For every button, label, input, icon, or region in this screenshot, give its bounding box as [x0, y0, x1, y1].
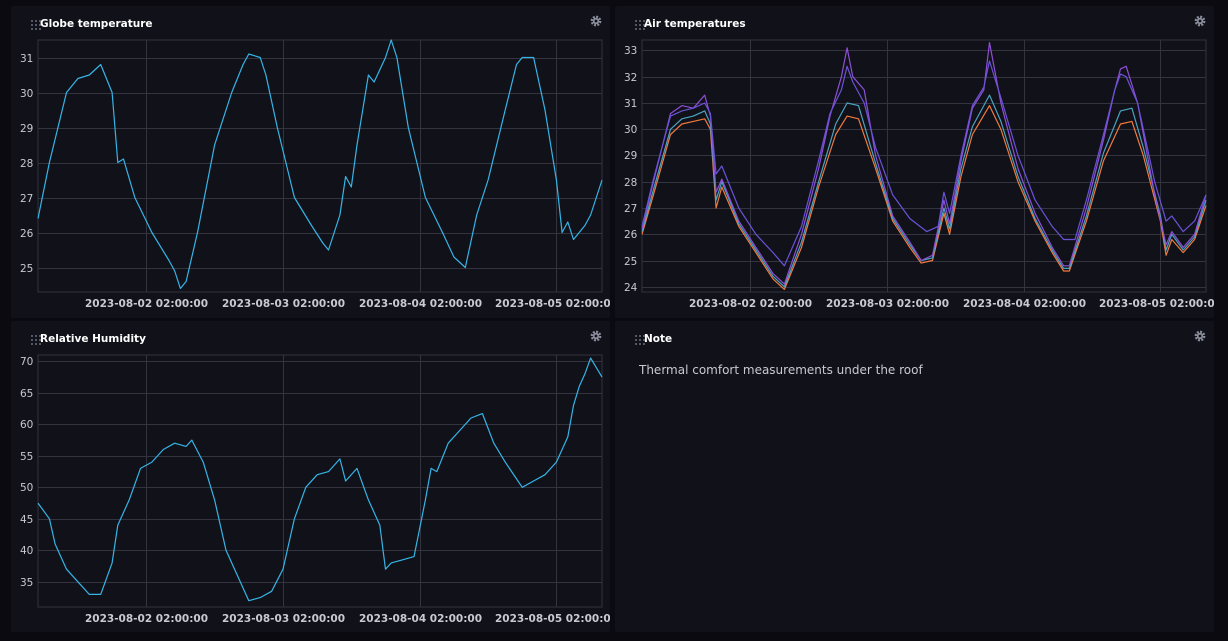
- drag-handle-icon[interactable]: [635, 335, 645, 345]
- gear-icon[interactable]: [1194, 330, 1206, 342]
- y-tick-label: 35: [20, 577, 33, 589]
- x-tick-label: 2023-08-02 02:00:00: [85, 613, 208, 625]
- y-tick-label: 31: [20, 53, 33, 65]
- cell-note: Note Thermal comfort measurements under …: [615, 321, 1214, 632]
- x-tick-label: 2023-08-03 02:00:00: [222, 613, 345, 625]
- x-tick-label: 2023-08-05 02:00:00: [495, 613, 610, 625]
- series-line: [641, 94, 1207, 288]
- series-line: [641, 105, 1207, 290]
- cell-globe-temperature: Globe temperature 25 26 27 28 29 30 31 2023-08-…: [11, 6, 610, 318]
- y-tick-label: 70: [20, 356, 33, 368]
- y-tick-label: 33: [624, 45, 637, 57]
- gear-icon[interactable]: [1194, 15, 1206, 27]
- y-tick-label: 26: [20, 228, 34, 240]
- gear-icon[interactable]: [590, 330, 602, 342]
- drag-handle-icon[interactable]: [31, 335, 41, 345]
- y-tick-label: 32: [624, 72, 637, 84]
- y-tick-label: 25: [20, 263, 33, 275]
- series-line: [37, 39, 603, 290]
- y-tick-label: 31: [624, 98, 637, 110]
- x-tick-label: 2023-08-02 02:00:00: [85, 298, 208, 310]
- y-tick-label: 29: [624, 150, 637, 162]
- y-tick-label: 28: [624, 177, 637, 189]
- x-tick-label: 2023-08-05 02:00:00: [495, 298, 610, 310]
- plot-frame: [37, 39, 603, 293]
- y-tick-label: 25: [624, 256, 637, 268]
- series-line: [641, 42, 1207, 285]
- cell-title: Note: [644, 333, 673, 345]
- y-tick-label: 30: [624, 124, 637, 136]
- note-text: Thermal comfort measurements under the r…: [639, 363, 923, 377]
- drag-handle-icon[interactable]: [31, 20, 41, 30]
- drag-handle-icon[interactable]: [635, 20, 645, 30]
- chart-globe-temperature: 25 26 27 28 29 30 31 2023-08-02 02:00:00 2023-08…: [20, 39, 610, 310]
- cell-title: Air temperatures: [644, 18, 746, 30]
- y-tick-label: 29: [20, 123, 33, 135]
- x-tick-label: 2023-08-02 02:00:00: [689, 298, 812, 310]
- y-tick-label: 26: [624, 229, 638, 241]
- y-tick-label: 27: [20, 193, 33, 205]
- cell-header[interactable]: Globe temperature: [11, 6, 610, 36]
- y-tick-label: 65: [20, 388, 33, 400]
- y-tick-label: 30: [20, 88, 33, 100]
- x-tick-label: 2023-08-04 02:00:00: [963, 298, 1086, 310]
- gear-icon[interactable]: [590, 15, 602, 27]
- chart-relative-humidity: 35 40 45 50 55 60 65 70 2023-08-02 02:00:00 2023-…: [20, 354, 610, 625]
- y-tick-label: 60: [20, 419, 33, 431]
- cell-header[interactable]: Relative Humidity: [11, 321, 610, 351]
- cell-header[interactable]: Note: [615, 321, 1214, 351]
- cell-relative-humidity: Relative Humidity 35 40 45 50 55 60 65 70 2023-0…: [11, 321, 610, 632]
- cell-air-temperatures: Air temperatures 24 25 26 27 28 29 30 31 32 33 202…: [615, 6, 1214, 318]
- cell-title: Relative Humidity: [40, 333, 146, 345]
- y-tick-label: 27: [624, 203, 637, 215]
- x-tick-label: 2023-08-03 02:00:00: [222, 298, 345, 310]
- x-tick-label: 2023-08-03 02:00:00: [826, 298, 949, 310]
- y-tick-label: 45: [20, 514, 33, 526]
- y-tick-label: 28: [20, 158, 33, 170]
- cell-header[interactable]: Air temperatures: [615, 6, 1214, 36]
- series-line: [37, 357, 603, 602]
- x-tick-label: 2023-08-05 02:00:00: [1099, 298, 1214, 310]
- chart-air-temperatures: 24 25 26 27 28 29 30 31 32 33 2023-08-02 02:00:00 2…: [624, 39, 1214, 310]
- plot-frame: [37, 354, 603, 608]
- x-tick-label: 2023-08-04 02:00:00: [359, 613, 482, 625]
- y-tick-label: 55: [20, 451, 33, 463]
- series-line: [641, 60, 1207, 267]
- y-tick-label: 24: [624, 282, 638, 294]
- cell-title: Globe temperature: [40, 18, 153, 30]
- plot-frame: [641, 39, 1207, 293]
- x-tick-label: 2023-08-04 02:00:00: [359, 298, 482, 310]
- y-tick-label: 40: [20, 545, 33, 557]
- y-tick-label: 50: [20, 482, 33, 494]
